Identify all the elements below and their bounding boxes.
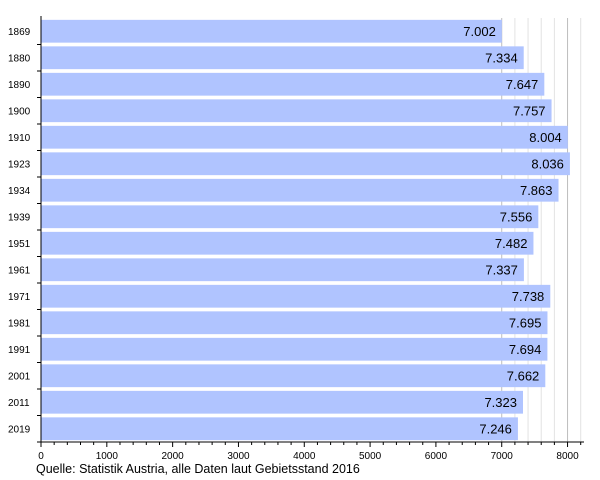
bar [41, 99, 552, 123]
value-label: 7.647 [506, 77, 539, 92]
value-label: 7.334 [485, 50, 518, 65]
bar [41, 46, 524, 70]
x-tick-label: 5000 [359, 451, 382, 462]
value-label: 7.002 [463, 24, 496, 39]
x-tick-label: 4000 [293, 451, 316, 462]
category-label: 1971 [8, 292, 31, 303]
x-tick-label: 2000 [162, 451, 185, 462]
bar [41, 125, 568, 149]
x-tick-label: 1000 [96, 451, 119, 462]
bar [41, 337, 548, 361]
bar [41, 311, 548, 335]
value-label: 7.757 [513, 103, 546, 118]
category-label: 1869 [8, 27, 31, 38]
category-label: 1900 [8, 106, 31, 117]
category-label: 1961 [8, 265, 31, 276]
x-tick-label: 3000 [227, 451, 250, 462]
value-label: 8.004 [529, 130, 562, 145]
category-label: 1880 [8, 53, 31, 64]
value-label: 7.662 [507, 368, 540, 383]
category-label: 2001 [8, 371, 31, 382]
x-tick-label: 0 [38, 451, 44, 462]
category-label: 1951 [8, 239, 31, 250]
x-tick-label: 6000 [425, 451, 448, 462]
bar [41, 390, 523, 414]
category-label: 1939 [8, 212, 31, 223]
bar [41, 72, 545, 96]
category-label: 1890 [8, 80, 31, 91]
value-label: 7.863 [520, 183, 553, 198]
category-label: 1910 [8, 133, 31, 144]
category-labels: 1869 1880 1890 1900 1910 1923 1934 1939 1951 1961… [8, 27, 41, 443]
value-label: 7.694 [509, 342, 542, 357]
value-label: 7.695 [509, 315, 542, 330]
value-label: 8.036 [531, 156, 564, 171]
axes [40, 16, 584, 443]
bar [41, 19, 502, 43]
bar [41, 258, 524, 282]
x-tick-label: 8000 [556, 451, 579, 462]
value-label: 7.323 [484, 395, 517, 410]
x-tick-label: 7000 [491, 451, 514, 462]
category-label: 1934 [8, 186, 31, 197]
category-label: 2019 [8, 424, 31, 435]
bar [41, 205, 539, 229]
category-label: 1981 [8, 318, 31, 329]
x-axis-ticks: 0 1000 2000 3000 4000 5000 6000 7000 8000 [38, 442, 582, 462]
value-label: 7.556 [500, 209, 533, 224]
category-label: 2011 [8, 398, 30, 409]
bar [41, 231, 534, 255]
value-label: 7.246 [479, 421, 512, 436]
value-label: 7.738 [512, 289, 545, 304]
category-label: 1923 [8, 159, 31, 170]
bar [41, 178, 559, 202]
bar [41, 152, 570, 176]
bar [41, 364, 546, 388]
bars [41, 19, 570, 441]
value-label: 7.482 [495, 236, 528, 251]
value-labels: 7.002 7.334 7.647 7.757 8.004 8.036 7.863 7.556… [463, 24, 564, 437]
bar [41, 284, 551, 308]
source-note: Quelle: Statistik Austria, alle Daten la… [36, 462, 360, 476]
value-label: 7.337 [485, 262, 518, 277]
bar [41, 417, 518, 441]
category-label: 1991 [8, 345, 31, 356]
